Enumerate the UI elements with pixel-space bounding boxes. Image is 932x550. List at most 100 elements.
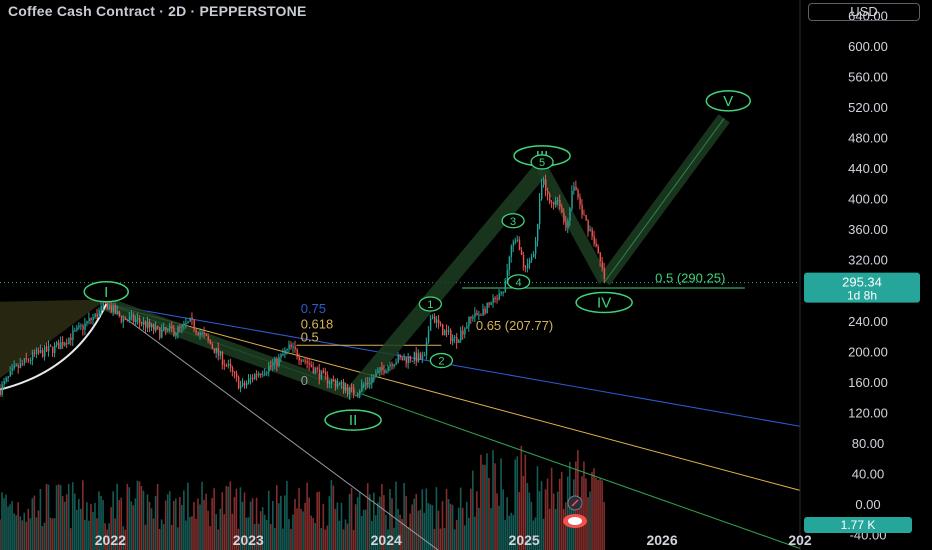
- volume-bar: [17, 502, 19, 550]
- candle-body: [209, 339, 212, 345]
- volume-bar: [142, 490, 145, 550]
- wave-marker[interactable]: [83, 281, 129, 303]
- volume-bar: [496, 493, 498, 550]
- y-tick-label: 320.00: [848, 253, 888, 268]
- candle-body: [76, 327, 78, 331]
- wave-channel-segment: [103, 297, 356, 400]
- candle-body: [250, 377, 252, 379]
- y-tick-label: 480.00: [848, 131, 888, 146]
- candle-body: [52, 346, 54, 354]
- wave-i-wedge: [0, 299, 107, 379]
- volume-bar: [162, 524, 165, 550]
- candle-body: [545, 179, 547, 192]
- candle-body: [514, 240, 517, 243]
- candle-body: [426, 341, 428, 356]
- candle-body: [230, 363, 232, 368]
- volume-bar: [589, 491, 591, 550]
- candle-body: [42, 349, 44, 357]
- volume-bar: [447, 499, 450, 550]
- volume-bar: [209, 526, 211, 550]
- volume-bar: [94, 502, 96, 550]
- candle-body: [58, 342, 60, 350]
- candle-body: [244, 383, 246, 386]
- volume-bar: [47, 484, 50, 550]
- volume-bar: [265, 520, 268, 550]
- candle-body: [308, 363, 311, 365]
- candle-body: [448, 330, 450, 332]
- candle-body: [506, 269, 509, 281]
- volume-bar: [338, 520, 341, 550]
- volume-bar: [114, 518, 116, 550]
- volume-bar: [383, 495, 385, 550]
- trendline[interactable]: [105, 303, 448, 550]
- y-tick-label: 40.00: [852, 467, 885, 482]
- volume-bar: [189, 516, 191, 550]
- volume-bar: [350, 487, 353, 550]
- candle-body: [387, 366, 389, 372]
- volume-bar: [35, 517, 38, 550]
- candle-body: [110, 305, 113, 312]
- volume-bar: [98, 491, 100, 550]
- candle-body: [587, 220, 589, 232]
- volume-bar: [271, 501, 274, 550]
- candle-body: [488, 302, 490, 305]
- y-tick-label: 520.00: [848, 100, 888, 115]
- time-axis[interactable]: 2022 2023 2024 2025 2026 202: [95, 532, 812, 548]
- volume-bar: [154, 495, 157, 550]
- subwave-marker[interactable]: [429, 352, 454, 369]
- candle-body: [523, 254, 525, 267]
- volume-bar: [55, 485, 58, 550]
- subwave-marker[interactable]: [418, 296, 442, 312]
- volume-bar: [211, 498, 213, 550]
- candle-body: [533, 253, 535, 257]
- subwave-marker[interactable]: [501, 213, 525, 229]
- candle-body: [217, 347, 220, 356]
- candle-body: [258, 373, 260, 376]
- volume-bar: [282, 528, 284, 550]
- candle-body: [125, 318, 127, 321]
- candle-body: [92, 317, 94, 321]
- candle-body: [159, 327, 161, 338]
- candle-body: [486, 302, 488, 313]
- wave-marker[interactable]: [705, 90, 752, 112]
- volume-bar: [379, 496, 381, 550]
- subwave-marker[interactable]: [530, 154, 554, 170]
- chart-title: Coffee Cash Contract · 2D · PEPPERSTONE: [8, 3, 307, 19]
- volume-bar: [415, 493, 418, 550]
- trendline[interactable]: [106, 303, 801, 427]
- y-tick-label: 400.00: [848, 192, 888, 207]
- wave-label-I: I: [104, 284, 108, 301]
- currency-button[interactable]: USD: [808, 3, 920, 21]
- volume-bar: [296, 508, 298, 550]
- trendline[interactable]: [106, 303, 801, 491]
- subwave-marker[interactable]: [506, 274, 531, 290]
- volume-bar: [425, 488, 428, 550]
- candle-body: [139, 318, 141, 323]
- price-axis[interactable]: 640.00 600.00 560.00 520.00 480.00 440.00 400.…: [848, 8, 888, 542]
- volume-bar: [124, 529, 127, 550]
- volume-bar: [506, 497, 508, 550]
- candle-body: [203, 332, 206, 335]
- volume-bar: [45, 483, 48, 550]
- volume-bar: [562, 508, 565, 550]
- candle-body: [19, 363, 22, 369]
- volume-bar: [469, 488, 472, 550]
- candle-body: [306, 361, 309, 364]
- candle-body: [329, 382, 331, 384]
- wave-marker[interactable]: [575, 291, 633, 314]
- volume-bar: [433, 528, 436, 550]
- volume-bar: [467, 517, 470, 550]
- volume-bar: [443, 527, 446, 550]
- candle-body: [391, 364, 393, 367]
- candle-body: [490, 302, 492, 305]
- volume-bar: [1, 492, 3, 550]
- volume-bar: [174, 498, 177, 550]
- dividend-icon-mark: [571, 499, 579, 507]
- volume-bar: [108, 523, 110, 550]
- wave-marker[interactable]: [324, 409, 382, 431]
- candle-body: [468, 316, 470, 327]
- volume-bar: [126, 483, 129, 550]
- candle-body: [205, 334, 208, 336]
